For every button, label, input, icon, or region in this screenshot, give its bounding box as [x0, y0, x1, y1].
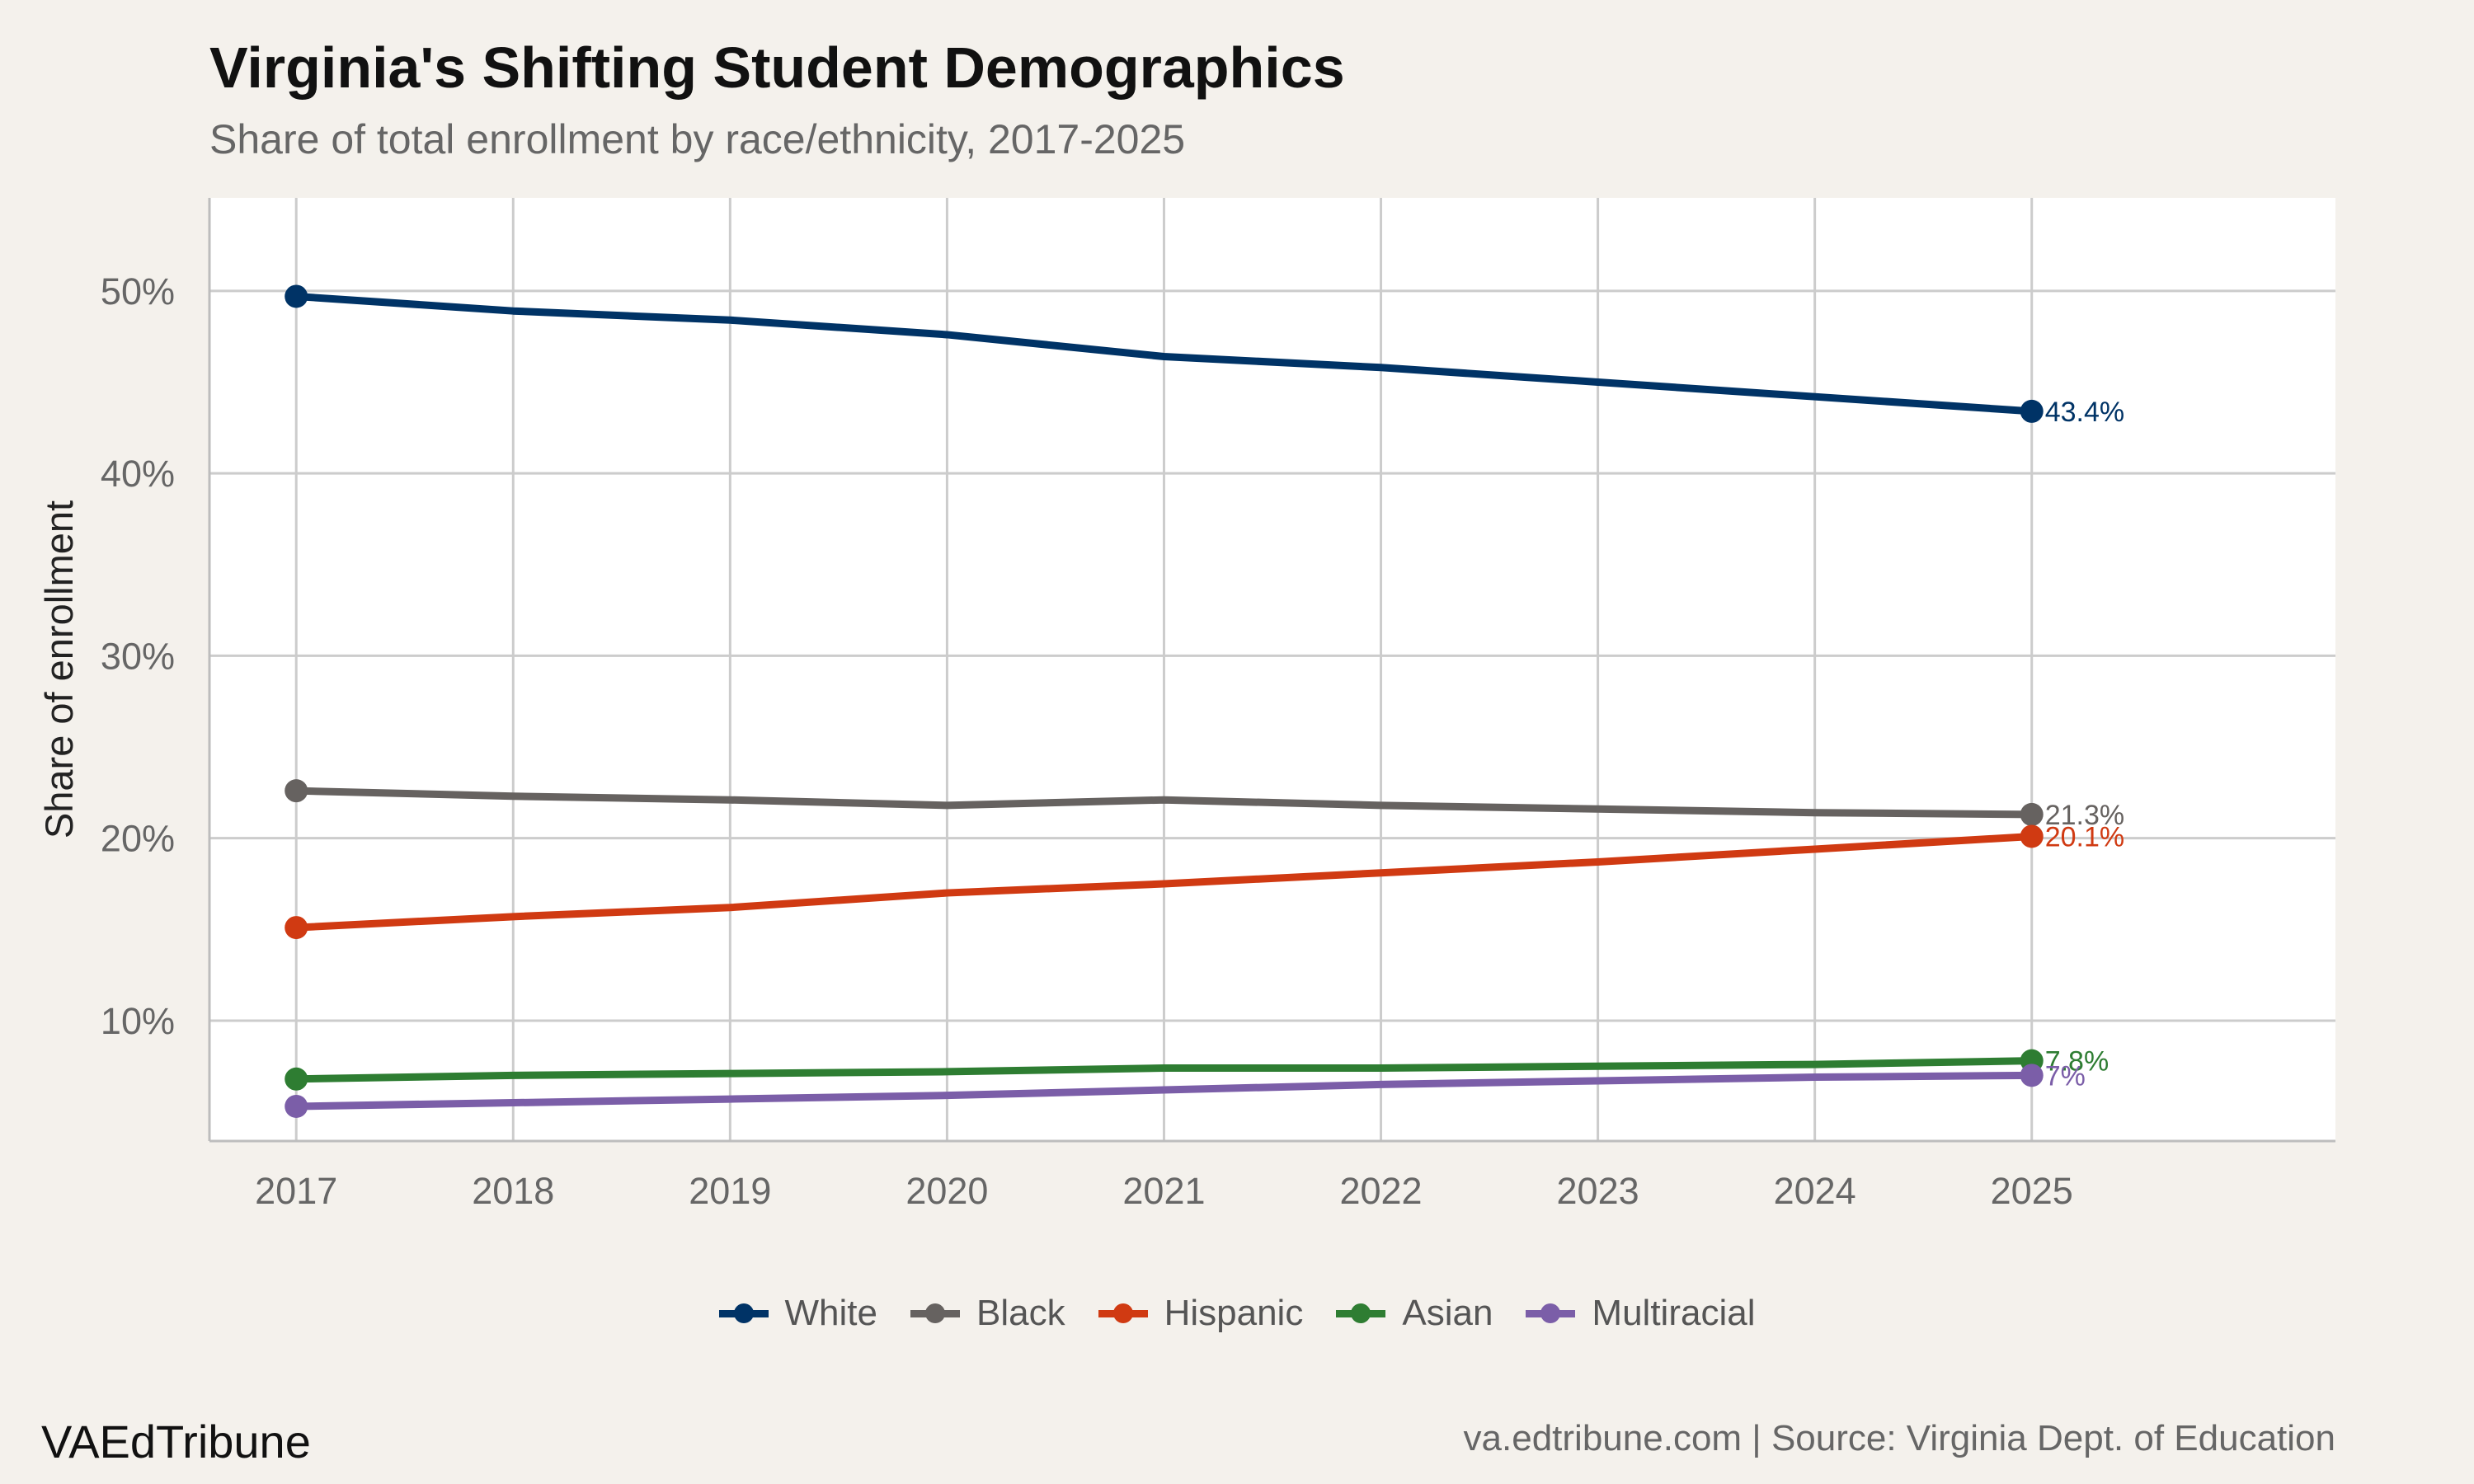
y-tick-label: 50% [101, 270, 175, 312]
x-tick-label: 2019 [689, 1170, 771, 1212]
chart-subtitle: Share of total enrollment by race/ethnic… [209, 116, 1186, 162]
brand-logo-text: VAEdTribune [41, 1416, 311, 1468]
plot-background [209, 198, 2335, 1141]
end-label-asian: 7.8% [2045, 1046, 2109, 1078]
x-tick-label: 2023 [1557, 1170, 1639, 1212]
series-hispanic: 20.1% [285, 821, 2124, 940]
y-tick-label: 20% [101, 818, 175, 860]
series-multiracial: 7% [285, 1060, 2086, 1118]
legend-label: Hispanic [1164, 1293, 1304, 1333]
x-tick-label: 2024 [1774, 1170, 1856, 1212]
legend-item-black: Black [910, 1293, 1065, 1334]
data-point-black [285, 779, 308, 803]
end-label-white: 43.4% [2045, 397, 2124, 428]
series-line-multiracial [292, 1071, 2036, 1111]
legend-key-asian [1336, 1297, 1386, 1330]
y-axis-title: Share of enrollment [37, 500, 81, 838]
x-tick-label: 2021 [1122, 1170, 1205, 1212]
x-tick-label: 2017 [255, 1170, 337, 1212]
y-tick-label: 10% [101, 1000, 175, 1042]
x-tick-label: 2020 [905, 1170, 988, 1212]
data-point-multiracial [2020, 1064, 2044, 1087]
legend-label: Multiracial [1592, 1293, 1756, 1333]
series-line-white [292, 292, 2036, 416]
data-point-hispanic [2020, 824, 2044, 848]
series-black: 21.3% [285, 779, 2124, 831]
legend-label: White [784, 1293, 877, 1333]
x-tick-label: 2022 [1339, 1170, 1422, 1212]
legend-item-hispanic: Hispanic [1098, 1293, 1304, 1334]
data-point-white [285, 284, 308, 308]
y-tick-label: 40% [101, 453, 175, 495]
series-asian: 7.8% [285, 1046, 2109, 1091]
chart-title: Virginia's Shifting Student Demographics [209, 35, 1345, 100]
legend-label: Asian [1402, 1293, 1493, 1333]
x-axis-ticks: 2017 2018 2019 2020 2021 2022 2023 2024 2025 [255, 1170, 2073, 1212]
x-tick-label: 2018 [472, 1170, 554, 1212]
source-credit: va.edtribune.com | Source: Virginia Dept… [1463, 1418, 2335, 1458]
legend-item-asian: Asian [1336, 1293, 1493, 1334]
legend-key-hispanic [1098, 1297, 1148, 1330]
series-line-asian [292, 1057, 2036, 1083]
y-axis-ticks: 10% 20% 30% 40% 50% [101, 270, 175, 1042]
end-label-black: 21.3% [2045, 800, 2124, 831]
series-line-hispanic [292, 832, 2036, 932]
data-point-hispanic [285, 916, 308, 940]
legend-key-white [718, 1297, 769, 1330]
legend-key-black [910, 1297, 960, 1330]
end-label-multiracial: 7% [2045, 1060, 2086, 1092]
legend-key-multiracial [1526, 1297, 1576, 1330]
x-tick-label: 2025 [1991, 1170, 2073, 1212]
data-point-asian [285, 1067, 308, 1091]
series-white: 43.4% [285, 284, 2124, 428]
series-layer: 43.4% 21.3%20.1% 7.8%7% [285, 284, 2124, 1118]
y-tick-label: 30% [101, 635, 175, 677]
series-line-black [292, 787, 2036, 819]
data-point-multiracial [285, 1094, 308, 1118]
legend-item-white: White [718, 1293, 877, 1334]
legend: White Black Hispanic Asian Multiracial [0, 1293, 2474, 1334]
data-point-white [2020, 399, 2044, 423]
legend-label: Black [976, 1293, 1065, 1333]
legend-item-multiracial: Multiracial [1526, 1293, 1755, 1334]
grid-lines [209, 198, 2335, 1141]
end-label-hispanic: 20.1% [2045, 821, 2124, 852]
data-point-black [2020, 802, 2044, 826]
